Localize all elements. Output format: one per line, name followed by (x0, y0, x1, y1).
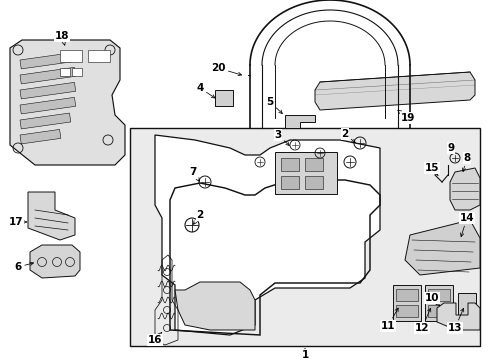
Text: 7: 7 (189, 167, 199, 181)
Bar (20, 97, 76, 114)
Text: 13: 13 (447, 308, 463, 333)
Bar (20, 67, 76, 84)
Text: 9: 9 (447, 143, 454, 154)
Bar (281, 158, 298, 171)
Bar (60, 68, 70, 76)
Text: 15: 15 (424, 163, 438, 176)
Bar (457, 293, 475, 315)
Polygon shape (285, 115, 314, 128)
Text: 4: 4 (196, 83, 215, 98)
Polygon shape (314, 72, 474, 110)
Text: 18: 18 (55, 31, 69, 45)
Bar (427, 305, 449, 317)
Bar (305, 158, 323, 171)
Text: 1: 1 (301, 349, 308, 360)
Bar (20, 130, 61, 144)
Text: 10: 10 (424, 293, 439, 306)
Text: 5: 5 (266, 97, 282, 113)
Bar (392, 285, 420, 321)
Text: 6: 6 (14, 262, 33, 272)
Text: 16: 16 (147, 332, 162, 345)
Polygon shape (436, 303, 479, 330)
Text: 2: 2 (341, 129, 354, 143)
Bar (215, 90, 232, 106)
Bar (395, 289, 417, 301)
Text: 8: 8 (462, 153, 469, 171)
Bar (130, 128, 479, 346)
Polygon shape (175, 282, 254, 330)
Bar (20, 113, 71, 129)
Bar (20, 52, 76, 69)
Bar (274, 152, 336, 194)
Polygon shape (30, 245, 80, 278)
Text: 3: 3 (274, 130, 289, 145)
Bar (281, 176, 298, 189)
Text: 14: 14 (459, 213, 473, 237)
Bar (427, 289, 449, 301)
Polygon shape (28, 192, 75, 240)
Bar (88, 50, 110, 62)
Bar (20, 82, 76, 99)
Text: 2: 2 (193, 210, 203, 224)
Polygon shape (449, 168, 479, 210)
Bar (60, 50, 82, 62)
Ellipse shape (425, 303, 453, 317)
Text: 19: 19 (397, 110, 414, 123)
Bar (424, 285, 452, 321)
Text: 20: 20 (210, 63, 241, 76)
Text: 12: 12 (414, 308, 430, 333)
Bar (72, 68, 82, 76)
Polygon shape (155, 135, 379, 335)
Text: 17: 17 (9, 217, 27, 227)
Text: 11: 11 (380, 308, 397, 331)
Bar (395, 305, 417, 317)
Polygon shape (10, 40, 125, 165)
Polygon shape (404, 220, 479, 275)
Bar (305, 176, 323, 189)
